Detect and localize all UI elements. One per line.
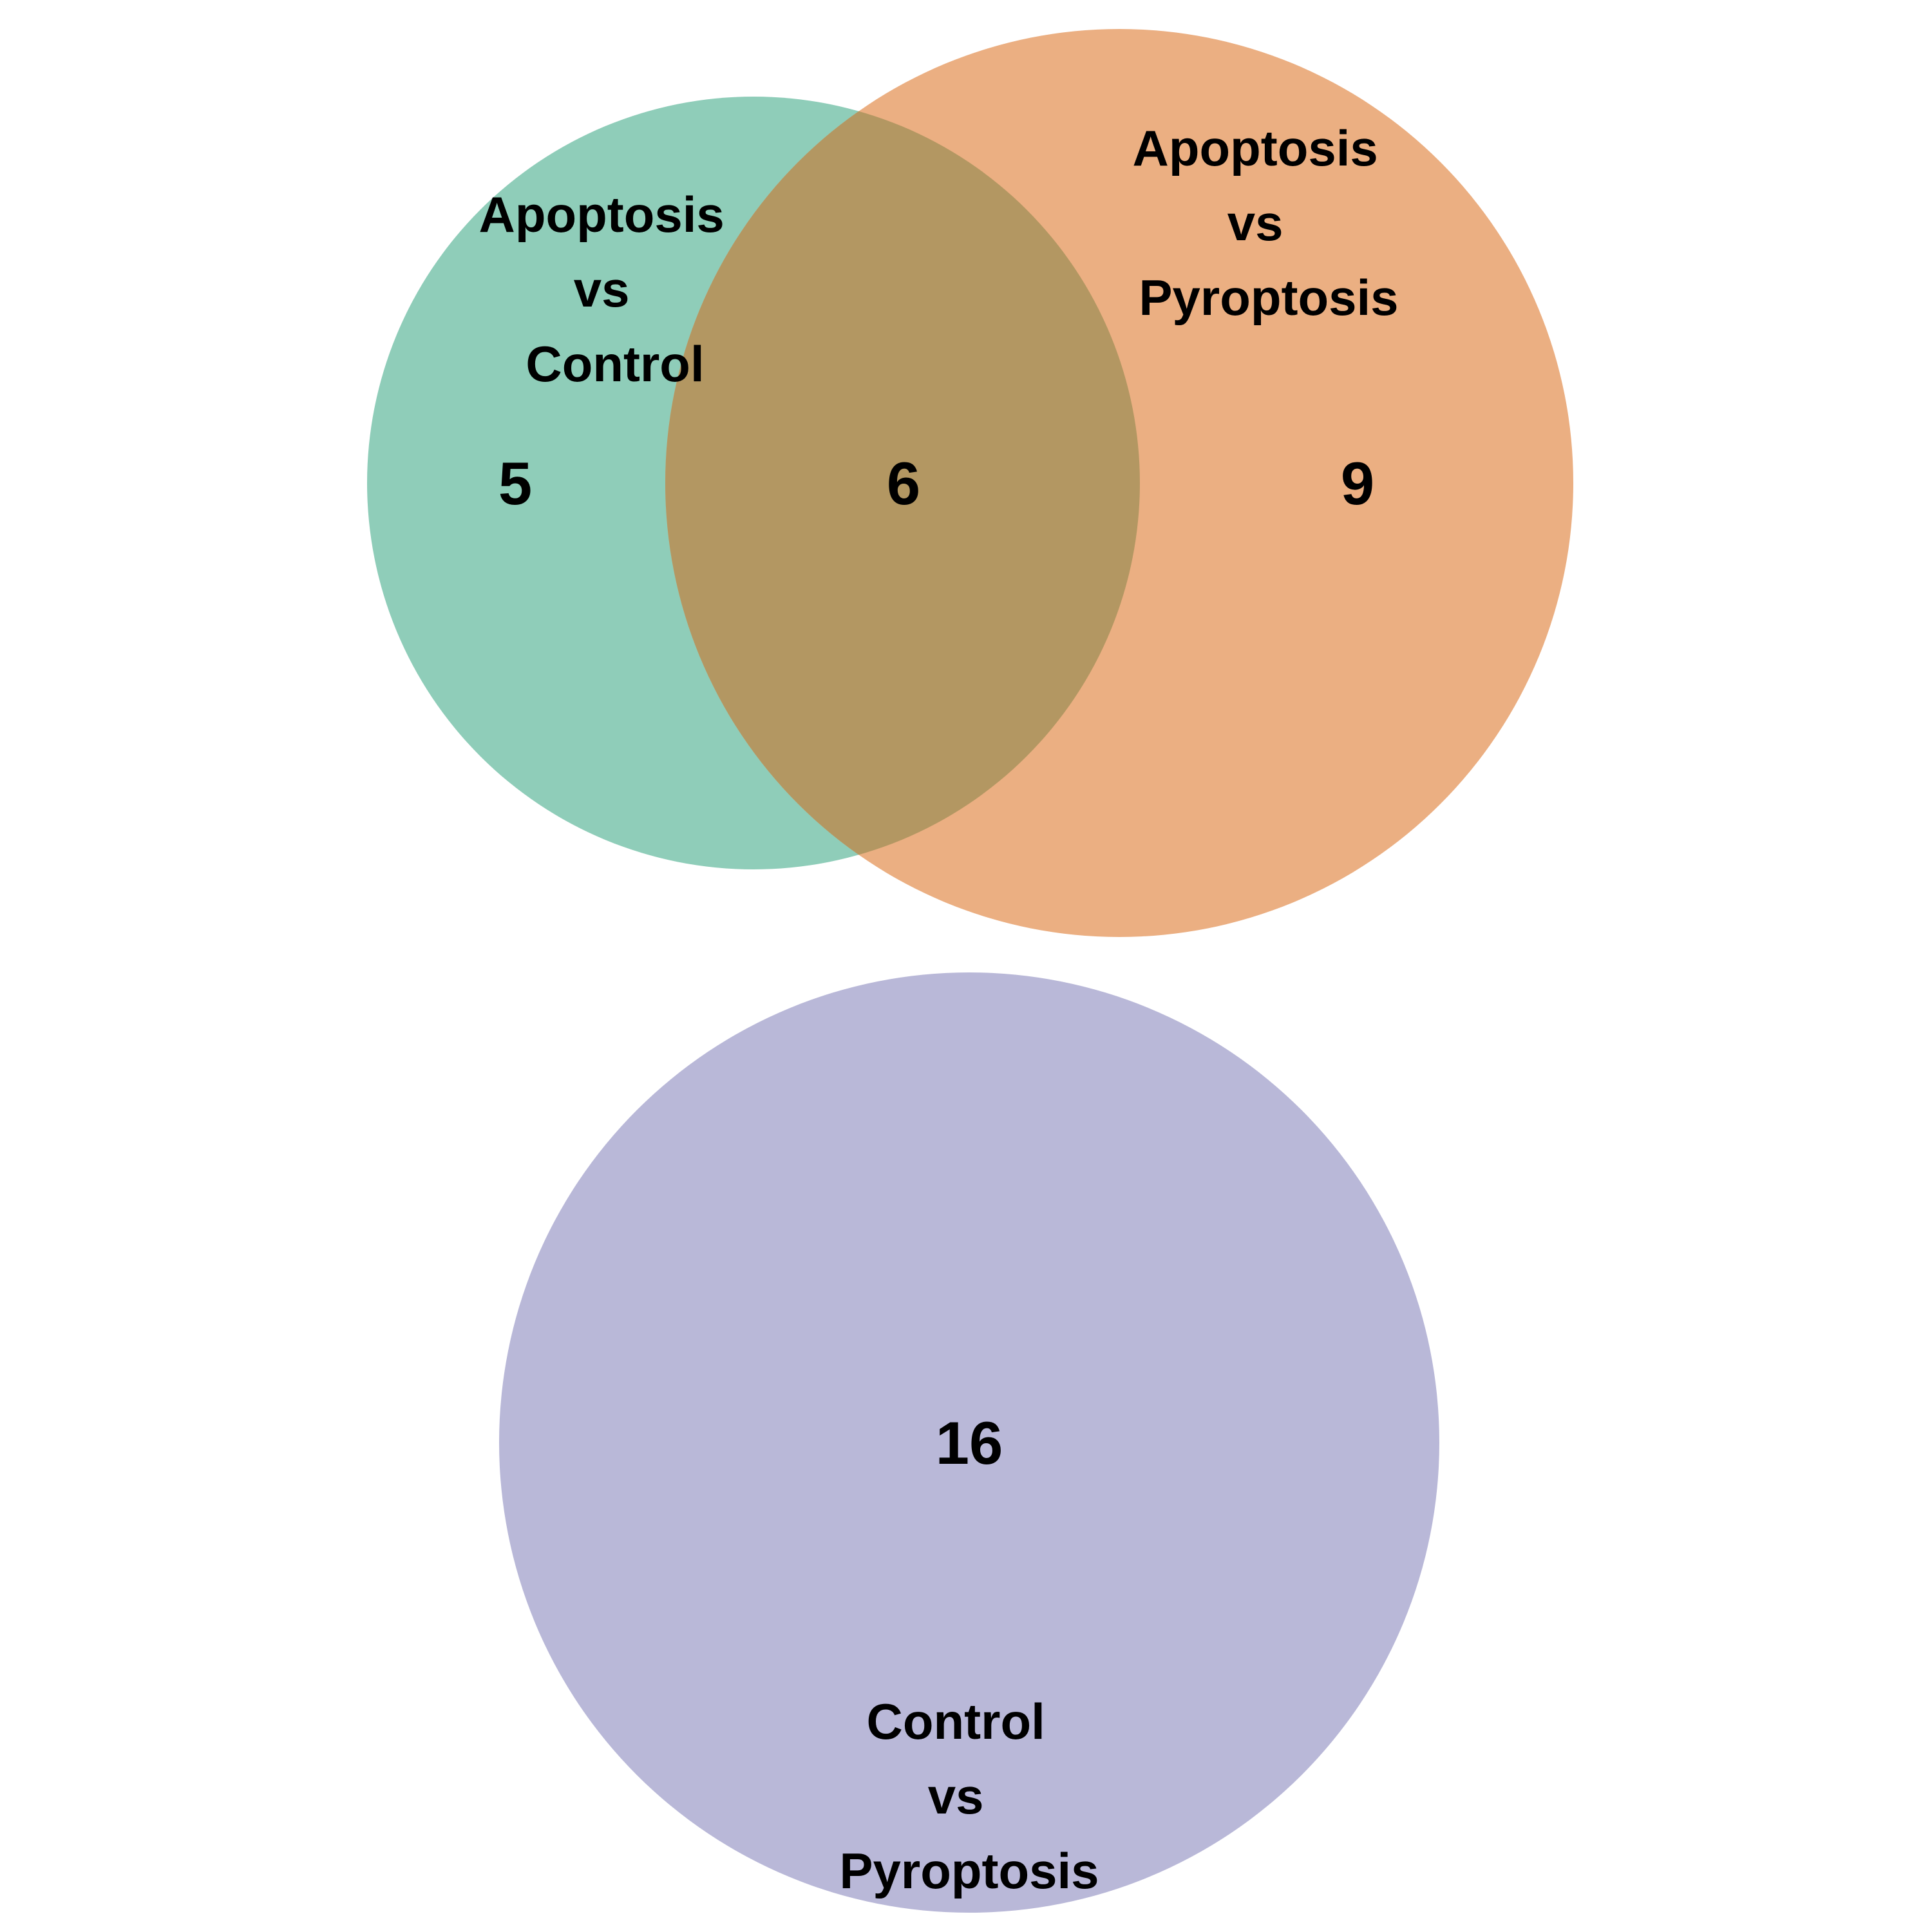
intersection-region: [665, 97, 1140, 869]
set-label-line: Pyroptosis: [839, 1842, 1099, 1899]
region-count-apoptosis-vs-pyroptosis-only: 9: [1341, 450, 1374, 517]
set-label-line: vs: [928, 1768, 984, 1824]
set-label-apoptosis-vs-pyroptosis: Apoptosis vs Pyroptosis: [1133, 120, 1399, 326]
set-label-line: Pyroptosis: [1139, 269, 1398, 326]
set-label-apoptosis-vs-control: Apoptosis vs Control: [479, 186, 739, 392]
set-circle-control-vs-pyroptosis: [499, 972, 1439, 1913]
set-label-line: Control: [867, 1693, 1045, 1750]
set-label-control-vs-pyroptosis: Control vs Pyroptosis: [839, 1693, 1099, 1899]
set-label-line: vs: [1227, 194, 1283, 251]
set-label-line: Control: [526, 336, 704, 392]
set-label-line: Apoptosis: [1133, 120, 1378, 176]
region-count-apoptosis-vs-control-only: 5: [498, 450, 532, 517]
region-count-control-vs-pyroptosis: 16: [936, 1409, 1003, 1477]
region-count-intersection: 6: [887, 450, 920, 517]
set-label-line: vs: [574, 261, 630, 317]
set-label-line: Apoptosis: [479, 186, 724, 243]
